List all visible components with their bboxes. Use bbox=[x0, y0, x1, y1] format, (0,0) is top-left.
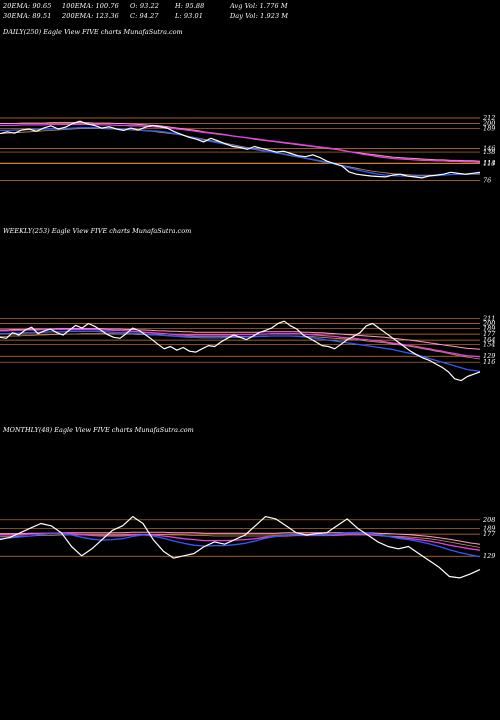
series-ema-short bbox=[0, 531, 481, 558]
daily-panel-title: DAILY(250) Eagle View FIVE charts Munafa… bbox=[3, 28, 183, 36]
series-price bbox=[0, 515, 481, 579]
ema100-stat: 100EMA: 100.76 bbox=[62, 2, 119, 10]
weekly-panel-title: WEEKLY(253) Eagle View FIVE charts Munaf… bbox=[3, 227, 192, 235]
open-stat: O: 93.22 bbox=[130, 2, 159, 10]
level-label-189: 189 bbox=[483, 525, 495, 533]
series-ema-pink bbox=[0, 328, 481, 350]
level-label-114: 114 bbox=[483, 159, 495, 167]
low-stat: L: 93.01 bbox=[175, 12, 203, 20]
level-label-189: 189 bbox=[483, 125, 495, 133]
level-label-177: 177 bbox=[483, 530, 496, 538]
high-stat: H: 95.88 bbox=[175, 2, 205, 10]
level-label-164: 164 bbox=[483, 336, 495, 344]
level-label-189: 189 bbox=[483, 325, 495, 333]
series-ema-long bbox=[0, 333, 481, 360]
ema30-stat: 30EMA: 89.51 bbox=[3, 12, 52, 20]
ema20-stat: 20EMA: 90.65 bbox=[3, 2, 52, 10]
series-price bbox=[0, 320, 481, 382]
monthly-panel-title: MONTHLY(48) Eagle View FIVE charts Munaf… bbox=[3, 426, 194, 434]
close-stat: C: 94.27 bbox=[130, 12, 159, 20]
level-label-154: 154 bbox=[483, 341, 495, 349]
level-label-146: 146 bbox=[483, 144, 495, 152]
level-label-200: 200 bbox=[482, 120, 495, 128]
level-label-212: 212 bbox=[482, 114, 495, 122]
level-label-116: 116 bbox=[483, 358, 495, 366]
level-label-138: 138 bbox=[483, 148, 495, 156]
level-label-208: 208 bbox=[482, 516, 495, 524]
level-label-211: 211 bbox=[482, 314, 495, 322]
avg-vol-stat: Avg Vol: 1.776 M bbox=[230, 2, 288, 10]
level-label-76: 76 bbox=[483, 177, 491, 185]
series-ema-mid bbox=[0, 532, 481, 551]
series-ema-mid bbox=[0, 123, 481, 163]
level-label-129: 129 bbox=[483, 352, 495, 360]
series-price bbox=[0, 120, 481, 179]
ema200-stat: 200EMA: 123.36 bbox=[62, 12, 119, 20]
level-label-177: 177 bbox=[483, 330, 496, 338]
series-ema-long bbox=[0, 534, 481, 548]
level-label-129: 129 bbox=[483, 552, 495, 560]
day-vol-stat: Day Vol: 1.923 M bbox=[230, 12, 289, 20]
level-label-113: 113 bbox=[483, 160, 495, 168]
level-label-200: 200 bbox=[482, 320, 495, 328]
series-ema-pink bbox=[0, 531, 481, 545]
